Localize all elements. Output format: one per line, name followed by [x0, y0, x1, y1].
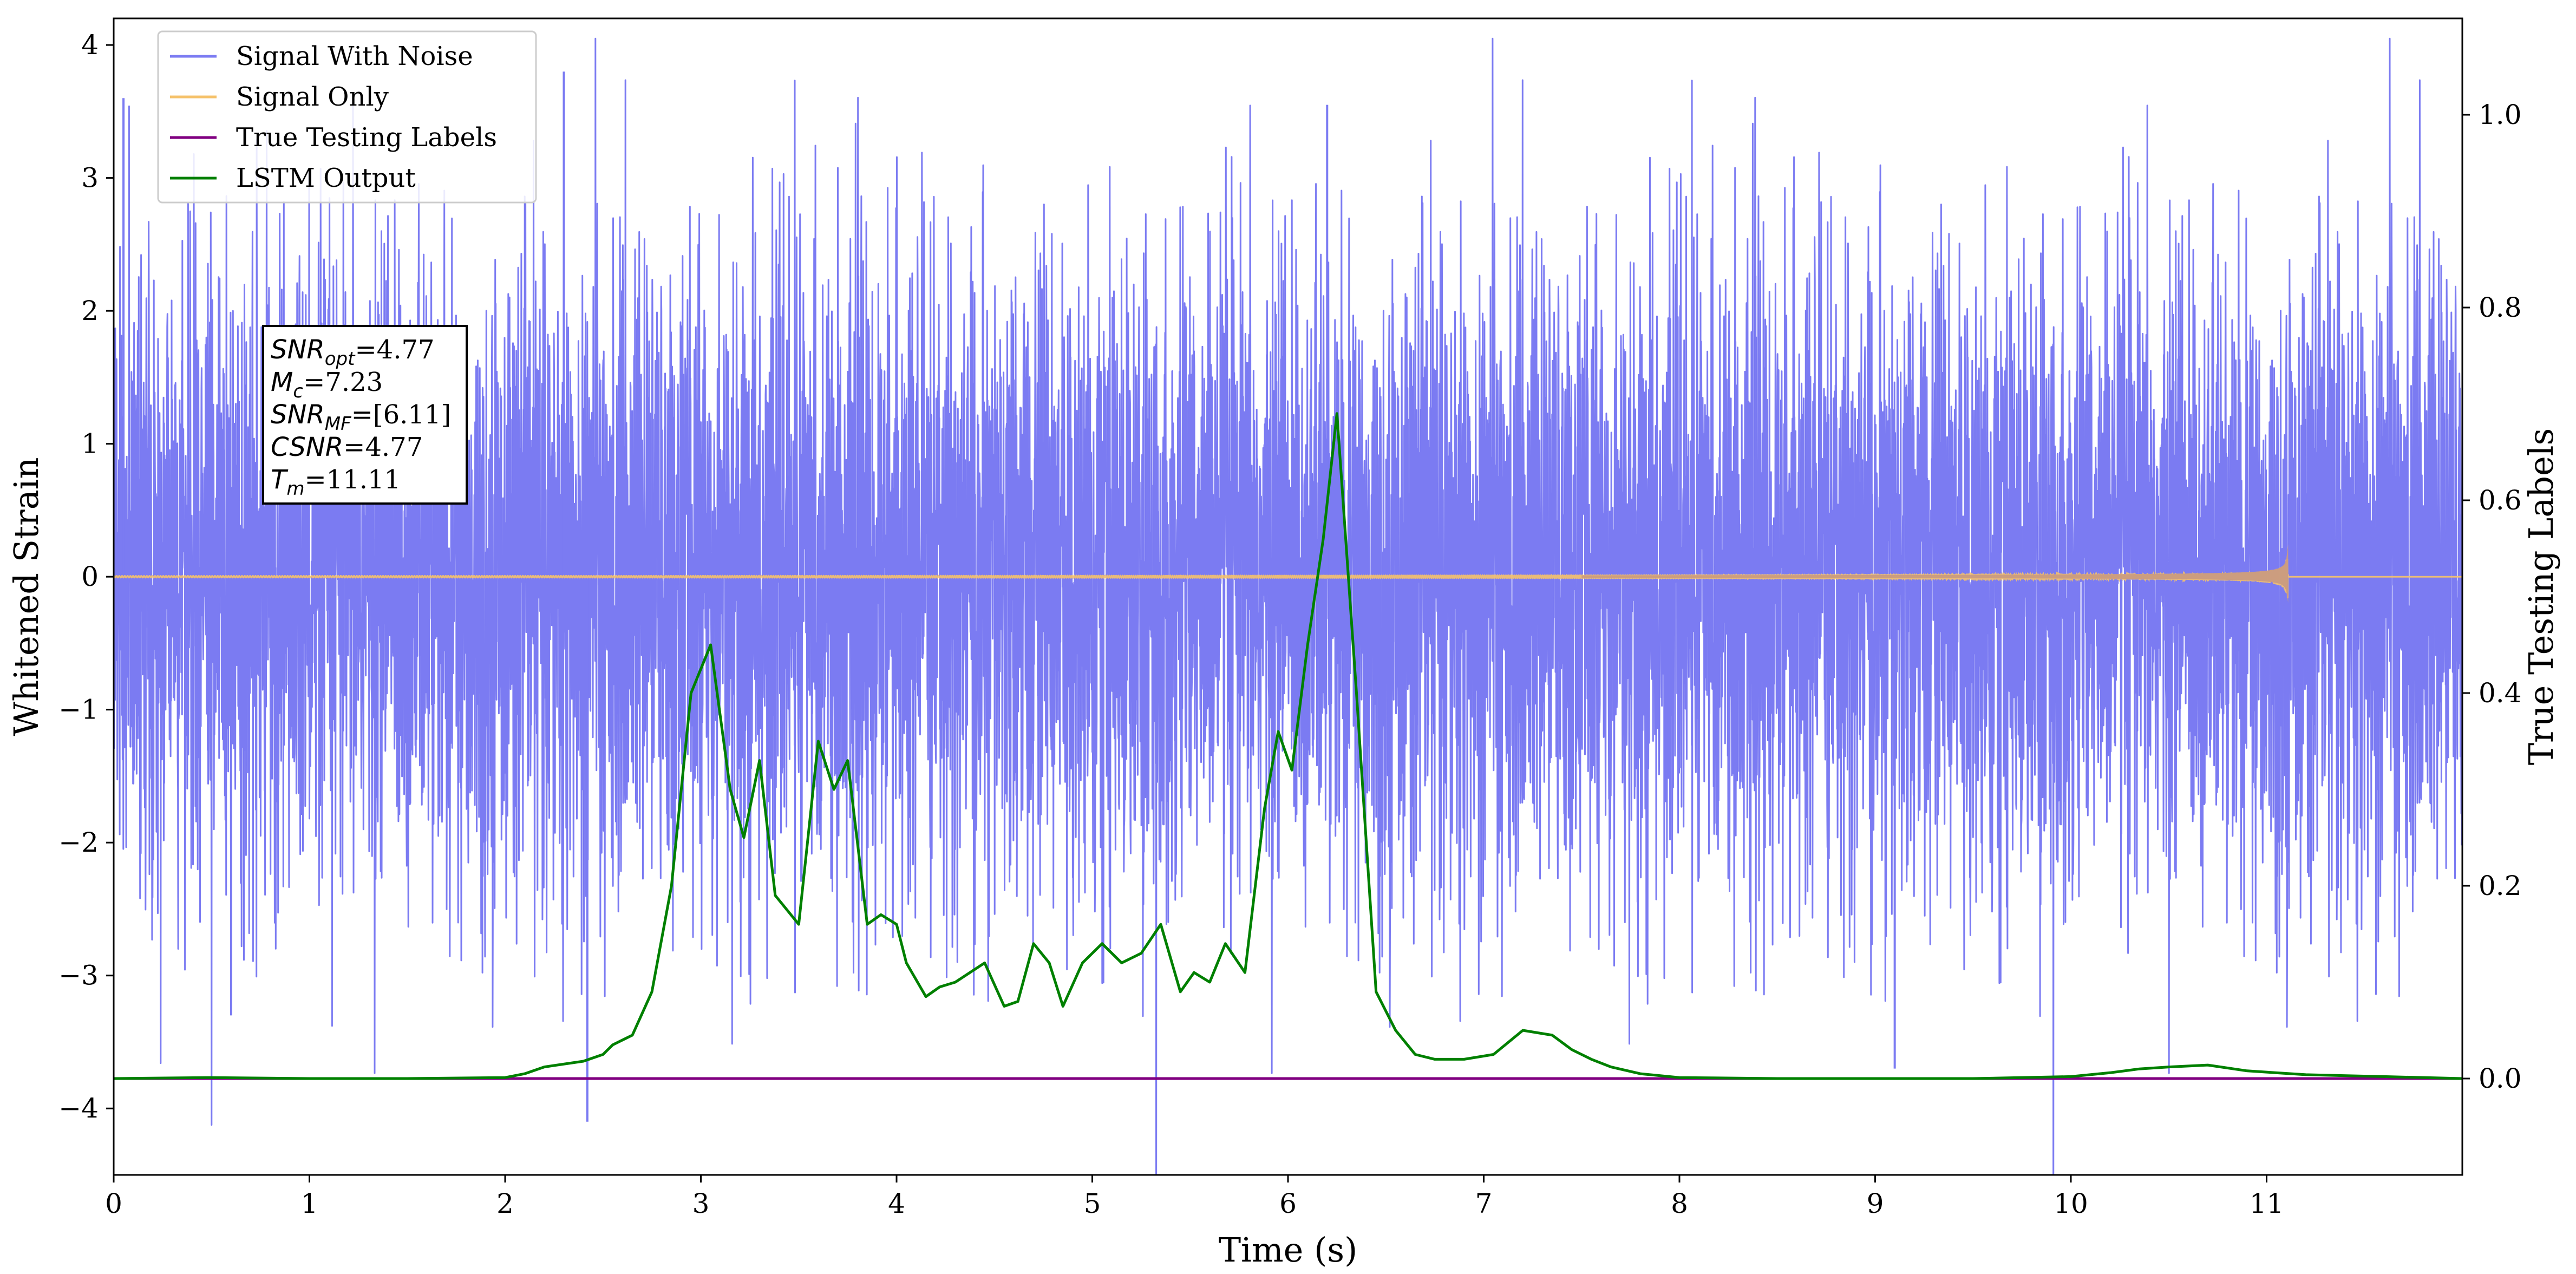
y-tick-label: 1	[81, 428, 99, 460]
y-tick-label-right: 0.2	[2479, 870, 2522, 901]
y-tick-label-right: 1.0	[2479, 99, 2522, 130]
y-tick-label: −2	[58, 827, 99, 858]
signal-only-series	[114, 544, 2462, 603]
y-axis-label: Whitened Strain	[6, 458, 46, 736]
legend-box	[157, 30, 537, 204]
y-tick-label: −1	[58, 694, 99, 726]
legend-label: True Testing Labels	[236, 122, 497, 153]
x-tick-label: 10	[2054, 1188, 2088, 1219]
y-tick-label: −4	[58, 1093, 99, 1124]
annotation-line: CSNR=4.77	[271, 432, 423, 462]
x-tick-label: 6	[1279, 1188, 1297, 1219]
x-tick-label: 11	[2250, 1188, 2284, 1219]
y-tick-label: 4	[81, 29, 99, 61]
signal-with-noise-series	[114, 37, 2462, 1175]
y-tick-label-right: 0.4	[2479, 677, 2522, 709]
annotation-line: SNRopt=4.77	[271, 335, 435, 370]
legend-label: LSTM Output	[236, 163, 416, 193]
annotation-line: Tm=11.11	[271, 465, 401, 500]
annotation-box: SNRopt=4.77Mc=7.23SNRMF=[6.11]CSNR=4.77T…	[262, 325, 468, 505]
x-tick-label: 1	[301, 1188, 318, 1219]
y-tick-label: 2	[81, 295, 99, 326]
annotation-frame	[262, 325, 468, 505]
y-tick-label: −3	[58, 960, 99, 991]
y-axis-label-right: True Testing Labels	[2521, 428, 2561, 766]
y-tick-label-right: 0.6	[2479, 485, 2522, 516]
axes-layer: 0 1 2 3 4 5 6 7 8 9 10 11 −4 −3 −2 −1 0 1 2 3 4 0.0 0.2 0.4 0.6 0…	[58, 17, 2522, 1219]
y-tick-label-right: 0.0	[2479, 1063, 2522, 1094]
lstm-output-series	[113, 412, 2463, 1080]
legend: Signal With Noise Signal Only True Testing…	[157, 30, 537, 204]
x-tick-label: 9	[1867, 1188, 1884, 1219]
x-tick-label: 4	[888, 1188, 905, 1219]
x-tick-label: 2	[496, 1188, 514, 1219]
signal-with-noise-line	[114, 37, 2462, 1175]
plot-area	[113, 37, 2463, 1175]
x-tick-label: 0	[105, 1188, 122, 1219]
y-tick-label: 3	[81, 162, 99, 194]
y-tick-label: 0	[81, 561, 99, 592]
x-tick-label: 8	[1671, 1188, 1688, 1219]
annotation-line: SNRMF=[6.11]	[271, 400, 451, 435]
legend-label: Signal Only	[236, 82, 389, 112]
x-tick-label: 5	[1084, 1188, 1101, 1219]
annotation-line: Mc=7.23	[271, 367, 383, 402]
x-tick-label: 7	[1475, 1188, 1493, 1219]
y-tick-label-right: 0.8	[2479, 292, 2522, 323]
legend-label: Signal With Noise	[236, 41, 473, 71]
x-axis-label: Time (s)	[1219, 1230, 1358, 1270]
x-tick-label: 3	[692, 1188, 710, 1219]
lstm-output-line	[113, 412, 2463, 1080]
